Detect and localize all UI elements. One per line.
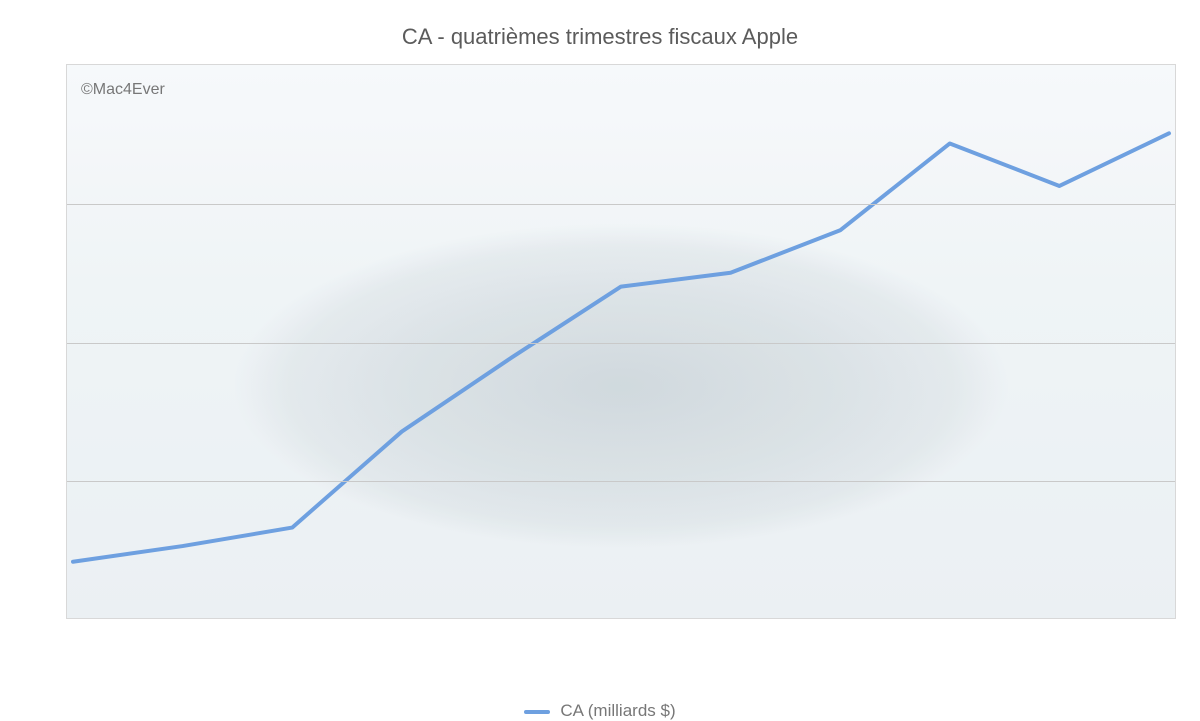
chart-container: CA - quatrièmes trimestres fiscaux Apple… — [0, 0, 1200, 721]
plot-area: ©Mac4Ever 015304560Q4 2007Q4 2008Q4 2009… — [66, 64, 1176, 619]
chart-title: CA - quatrièmes trimestres fiscaux Apple — [0, 0, 1200, 50]
chart-wrap: ©Mac4Ever 015304560Q4 2007Q4 2008Q4 2009… — [24, 64, 1176, 659]
legend-label: CA (milliards $) — [560, 701, 675, 720]
grid-line — [67, 481, 1175, 482]
series-path — [73, 133, 1169, 561]
grid-line — [67, 204, 1175, 205]
legend-swatch — [524, 710, 550, 714]
grid-line — [67, 343, 1175, 344]
legend: CA (milliards $) — [0, 701, 1200, 721]
